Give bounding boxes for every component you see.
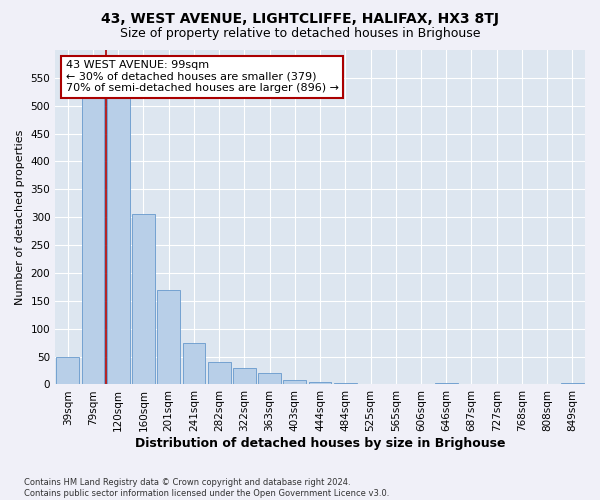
Y-axis label: Number of detached properties: Number of detached properties — [15, 130, 25, 305]
Bar — [309, 382, 331, 384]
Bar — [107, 98, 130, 385]
Bar — [233, 368, 256, 384]
Bar — [208, 362, 230, 384]
Bar — [82, 98, 104, 385]
Bar — [56, 356, 79, 384]
X-axis label: Distribution of detached houses by size in Brighouse: Distribution of detached houses by size … — [135, 437, 505, 450]
Text: 43 WEST AVENUE: 99sqm
← 30% of detached houses are smaller (379)
70% of semi-det: 43 WEST AVENUE: 99sqm ← 30% of detached … — [66, 60, 339, 93]
Bar — [283, 380, 306, 384]
Text: 43, WEST AVENUE, LIGHTCLIFFE, HALIFAX, HX3 8TJ: 43, WEST AVENUE, LIGHTCLIFFE, HALIFAX, H… — [101, 12, 499, 26]
Bar — [435, 383, 458, 384]
Bar — [157, 290, 180, 384]
Bar — [334, 383, 356, 384]
Text: Contains HM Land Registry data © Crown copyright and database right 2024.
Contai: Contains HM Land Registry data © Crown c… — [24, 478, 389, 498]
Bar — [258, 374, 281, 384]
Bar — [132, 214, 155, 384]
Bar — [561, 383, 584, 384]
Text: Size of property relative to detached houses in Brighouse: Size of property relative to detached ho… — [120, 28, 480, 40]
Bar — [182, 342, 205, 384]
